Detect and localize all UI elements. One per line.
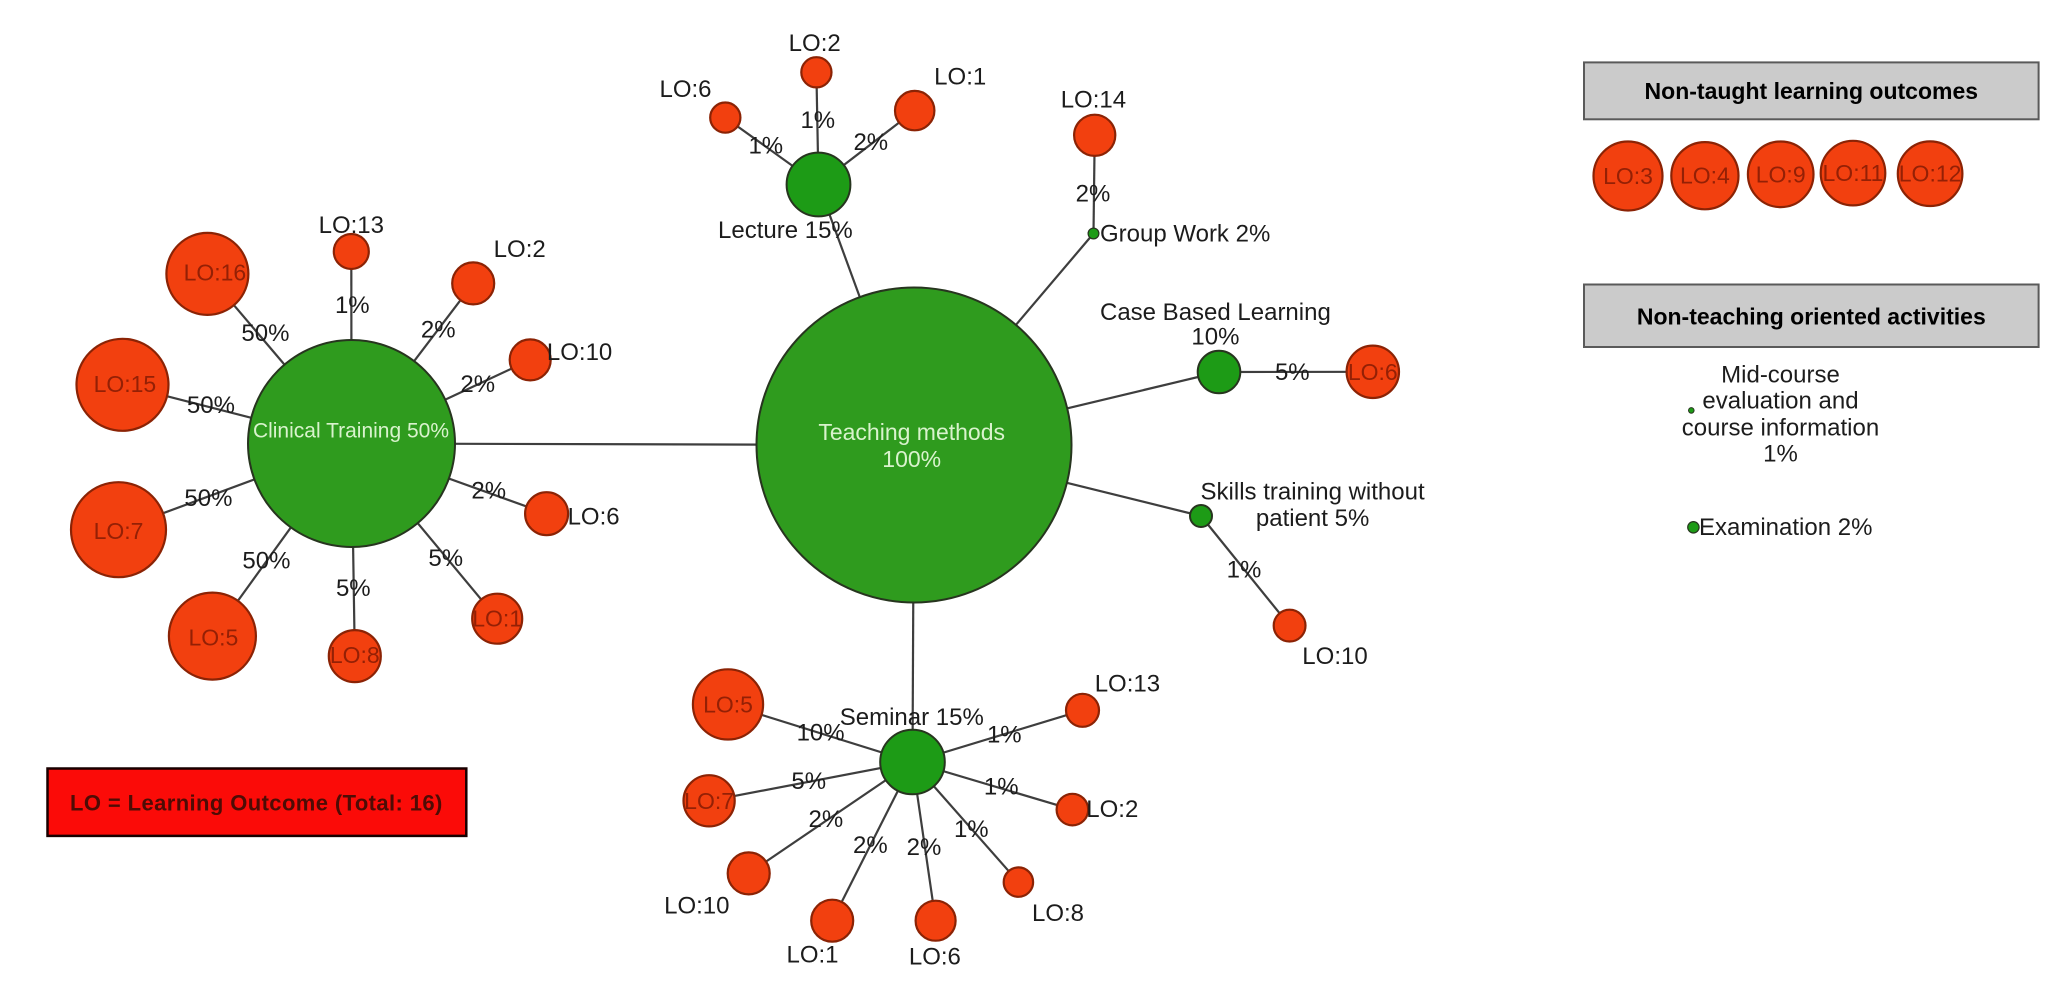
svg-text:LO:14: LO:14	[1061, 86, 1126, 113]
svg-text:Lecture 15%: Lecture 15%	[718, 217, 853, 244]
svg-text:LO:10: LO:10	[1302, 643, 1367, 670]
svg-text:100%: 100%	[882, 446, 941, 472]
svg-text:LO:2: LO:2	[1086, 796, 1138, 823]
svg-text:1%: 1%	[800, 107, 835, 134]
svg-text:course information: course information	[1682, 415, 1879, 442]
svg-text:50%: 50%	[187, 392, 235, 419]
svg-text:10%: 10%	[1191, 323, 1239, 350]
svg-text:1%: 1%	[335, 292, 370, 319]
svg-text:Examination 2%: Examination 2%	[1699, 514, 1872, 541]
svg-text:Seminar 15%: Seminar 15%	[840, 704, 984, 731]
svg-text:5%: 5%	[1275, 359, 1310, 386]
svg-text:Case Based Learning: Case Based Learning	[1100, 299, 1331, 326]
svg-text:1%: 1%	[987, 722, 1022, 749]
svg-text:LO:6: LO:6	[909, 943, 961, 970]
svg-text:LO:6: LO:6	[1348, 359, 1398, 385]
svg-text:50%: 50%	[242, 548, 290, 575]
svg-text:2%: 2%	[471, 477, 506, 504]
svg-text:LO:2: LO:2	[789, 30, 841, 57]
svg-text:2%: 2%	[1076, 181, 1111, 208]
svg-text:LO:13: LO:13	[1095, 671, 1160, 698]
svg-text:LO:11: LO:11	[1823, 160, 1884, 186]
svg-text:patient 5%: patient 5%	[1256, 505, 1369, 532]
svg-text:1%: 1%	[748, 132, 783, 159]
svg-text:1%: 1%	[1763, 440, 1798, 467]
svg-text:5%: 5%	[336, 575, 371, 602]
svg-text:LO:6: LO:6	[568, 504, 620, 531]
svg-text:LO:7: LO:7	[684, 788, 734, 814]
svg-text:LO:10: LO:10	[664, 893, 729, 920]
svg-text:2%: 2%	[421, 316, 456, 343]
svg-text:10%: 10%	[797, 720, 845, 747]
svg-text:LO:8: LO:8	[1032, 900, 1084, 927]
svg-text:5%: 5%	[791, 768, 826, 795]
svg-text:LO:1: LO:1	[934, 63, 986, 90]
svg-text:Clinical Training 50%: Clinical Training 50%	[253, 420, 449, 443]
svg-text:Group Work 2%: Group Work 2%	[1100, 220, 1270, 247]
svg-text:2%: 2%	[809, 806, 844, 833]
svg-text:LO = Learning Outcome (Total:: LO = Learning Outcome (Total: 16)	[70, 791, 443, 816]
svg-text:LO:13: LO:13	[319, 212, 384, 239]
svg-text:LO:5: LO:5	[703, 691, 753, 717]
svg-text:Non-taught learning outcomes: Non-taught learning outcomes	[1645, 78, 1979, 104]
svg-text:2%: 2%	[460, 371, 495, 398]
svg-text:Skills training without: Skills training without	[1201, 479, 1425, 506]
svg-text:1%: 1%	[1227, 557, 1262, 584]
svg-text:1%: 1%	[954, 816, 989, 843]
svg-text:LO:6: LO:6	[659, 76, 711, 103]
svg-text:50%: 50%	[241, 320, 289, 347]
svg-text:LO:1: LO:1	[472, 606, 522, 632]
svg-text:LO:2: LO:2	[494, 236, 546, 263]
svg-text:LO:8: LO:8	[330, 642, 380, 668]
svg-text:LO:9: LO:9	[1756, 161, 1806, 187]
svg-text:1%: 1%	[984, 773, 1019, 800]
svg-text:LO:7: LO:7	[94, 518, 144, 544]
svg-text:Mid-course: Mid-course	[1721, 362, 1840, 389]
svg-text:2%: 2%	[907, 834, 942, 861]
svg-text:2%: 2%	[853, 129, 888, 156]
svg-text:LO:16: LO:16	[184, 259, 247, 285]
svg-text:5%: 5%	[428, 545, 463, 572]
svg-text:LO:3: LO:3	[1603, 163, 1653, 189]
svg-text:LO:15: LO:15	[94, 371, 157, 397]
svg-text:LO:12: LO:12	[1899, 161, 1962, 187]
svg-text:LO:5: LO:5	[188, 625, 238, 651]
svg-text:Teaching methods: Teaching methods	[818, 419, 1005, 445]
svg-text:50%: 50%	[184, 485, 232, 512]
svg-text:LO:10: LO:10	[547, 339, 612, 366]
svg-text:LO:4: LO:4	[1680, 163, 1730, 189]
svg-text:LO:1: LO:1	[786, 942, 838, 969]
svg-text:Non-teaching oriented activiti: Non-teaching oriented activities	[1637, 304, 1986, 330]
svg-text:evaluation and: evaluation and	[1702, 388, 1858, 415]
svg-text:2%: 2%	[853, 832, 888, 859]
